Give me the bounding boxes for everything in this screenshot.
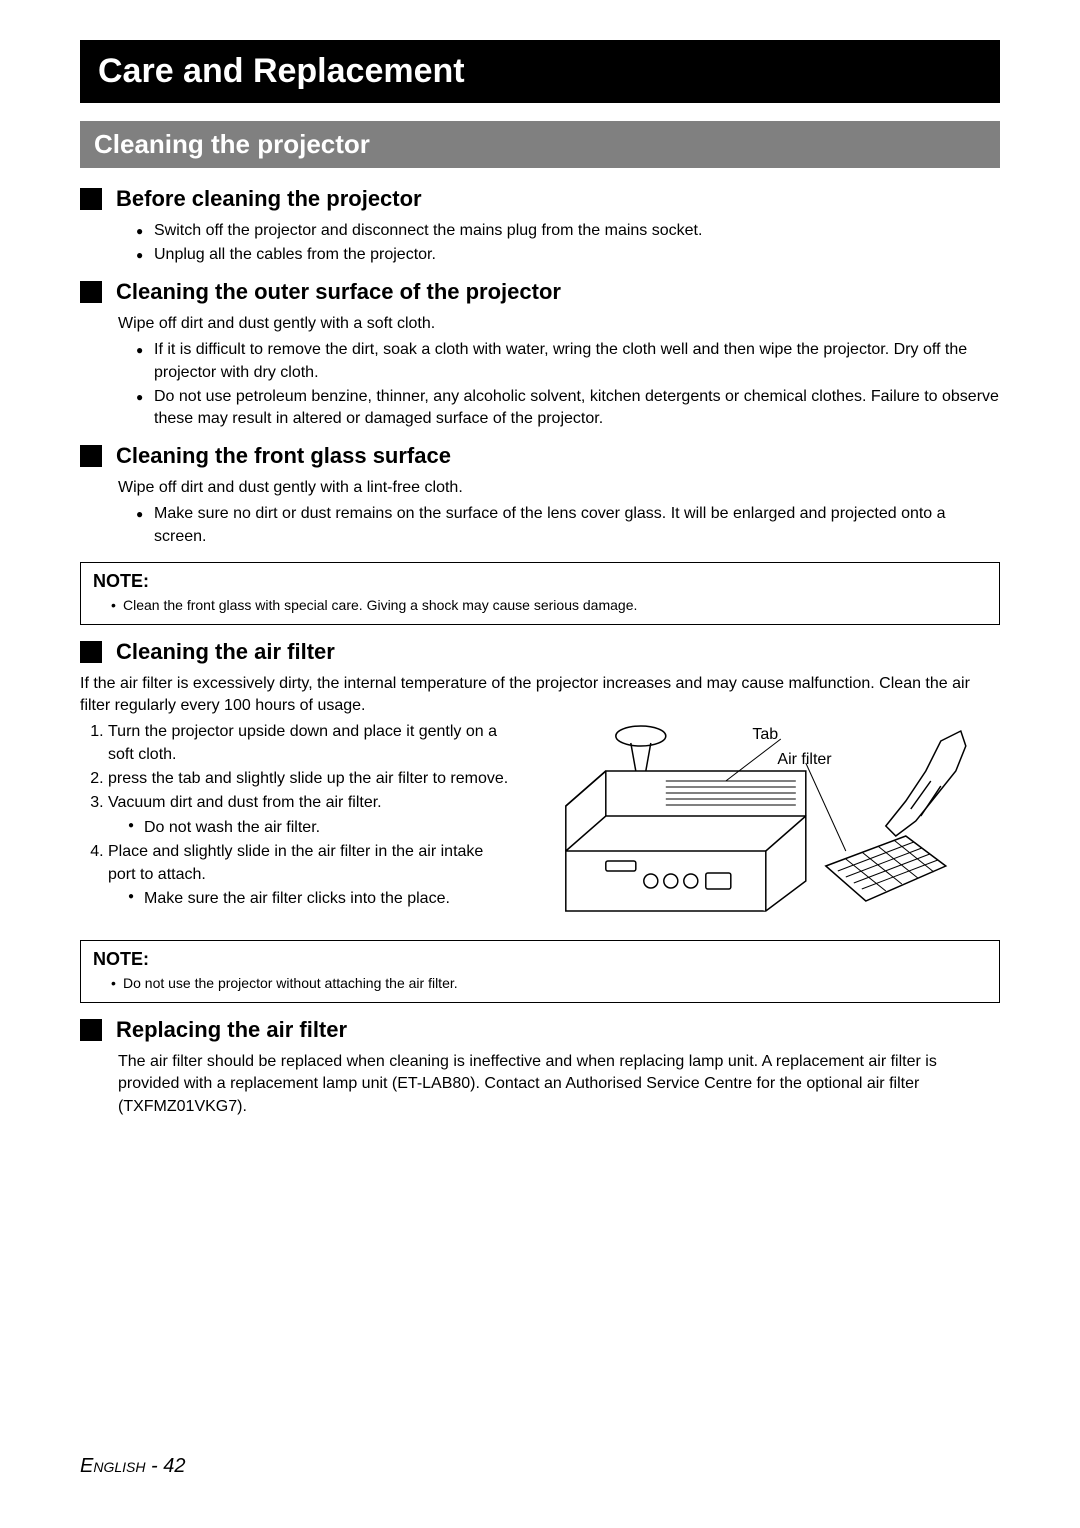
step-item: Vacuum dirt and dust from the air filter…	[108, 792, 512, 839]
content-block: Wipe off dirt and dust gently with a sof…	[80, 313, 1000, 431]
sub-bullet-list: Make sure the air filter clicks into the…	[108, 888, 512, 910]
subsection-air-filter: Cleaning the air filter	[80, 639, 1000, 665]
step-item: press the tab and slightly slide up the …	[108, 768, 512, 790]
sub-item: Make sure the air filter clicks into the…	[128, 888, 512, 910]
list-item: Make sure no dirt or dust remains on the…	[136, 503, 1000, 548]
note-title: NOTE:	[93, 571, 987, 592]
note-box: NOTE: Do not use the projector without a…	[80, 940, 1000, 1003]
main-title: Care and Replacement	[80, 40, 1000, 103]
footer-language: English	[80, 1455, 145, 1477]
subsection-title: Before cleaning the projector	[116, 186, 422, 212]
step-text: Vacuum dirt and dust from the air filter…	[108, 794, 382, 811]
subsection-outer-surface: Cleaning the outer surface of the projec…	[80, 279, 1000, 305]
page-footer: English - 42	[80, 1455, 186, 1478]
subsection-title: Replacing the air filter	[116, 1017, 347, 1043]
diagram-label-filter: Air filter	[777, 751, 831, 769]
subsection-before-cleaning: Before cleaning the projector	[80, 186, 1000, 212]
two-column-layout: Turn the projector upside down and place…	[80, 721, 1000, 926]
footer-page-number: 42	[163, 1455, 185, 1477]
bullet-list: Switch off the projector and disconnect …	[118, 220, 1000, 267]
subsection-replacing-filter: Replacing the air filter	[80, 1017, 1000, 1043]
bullet-list: If it is difficult to remove the dirt, s…	[118, 339, 1000, 431]
intro-text: Wipe off dirt and dust gently with a lin…	[118, 477, 1000, 499]
note-title: NOTE:	[93, 949, 987, 970]
numbered-list: Turn the projector upside down and place…	[80, 721, 512, 910]
subsection-front-glass: Cleaning the front glass surface	[80, 443, 1000, 469]
bullet-marker	[80, 281, 102, 303]
list-item: Switch off the projector and disconnect …	[136, 220, 1000, 242]
content-block: Wipe off dirt and dust gently with a lin…	[80, 477, 1000, 548]
bullet-marker	[80, 1019, 102, 1041]
footer-sep: -	[145, 1455, 163, 1477]
replace-text: The air filter should be replaced when c…	[80, 1051, 1000, 1118]
note-list: Clean the front glass with special care.…	[93, 596, 987, 616]
subsection-title: Cleaning the front glass surface	[116, 443, 451, 469]
bullet-marker	[80, 188, 102, 210]
step-item: Turn the projector upside down and place…	[108, 721, 512, 766]
bullet-marker	[80, 641, 102, 663]
note-list: Do not use the projector without attachi…	[93, 974, 987, 994]
intro-text: Wipe off dirt and dust gently with a sof…	[118, 313, 1000, 335]
list-item: Unplug all the cables from the projector…	[136, 244, 1000, 266]
note-item: Do not use the projector without attachi…	[111, 974, 987, 994]
section-title: Cleaning the projector	[80, 121, 1000, 168]
step-text: Place and slightly slide in the air filt…	[108, 843, 483, 882]
content-block: Switch off the projector and disconnect …	[80, 220, 1000, 267]
air-filter-diagram	[532, 721, 1000, 921]
intro-text: If the air filter is excessively dirty, …	[80, 673, 1000, 718]
diagram-label-tab: Tab	[752, 726, 778, 744]
subsection-title: Cleaning the air filter	[116, 639, 335, 665]
step-item: Place and slightly slide in the air filt…	[108, 841, 512, 910]
sub-item: Do not wash the air filter.	[128, 817, 512, 839]
note-item: Clean the front glass with special care.…	[111, 596, 987, 616]
page-container: Care and Replacement Cleaning the projec…	[0, 0, 1080, 1528]
steps-column: Turn the projector upside down and place…	[80, 721, 512, 912]
list-item: If it is difficult to remove the dirt, s…	[136, 339, 1000, 384]
sub-bullet-list: Do not wash the air filter.	[108, 817, 512, 839]
bullet-marker	[80, 445, 102, 467]
subsection-title: Cleaning the outer surface of the projec…	[116, 279, 561, 305]
bullet-list: Make sure no dirt or dust remains on the…	[118, 503, 1000, 548]
diagram-column: Tab Air filter	[532, 721, 1000, 926]
note-box: NOTE: Clean the front glass with special…	[80, 562, 1000, 625]
list-item: Do not use petroleum benzine, thinner, a…	[136, 386, 1000, 431]
